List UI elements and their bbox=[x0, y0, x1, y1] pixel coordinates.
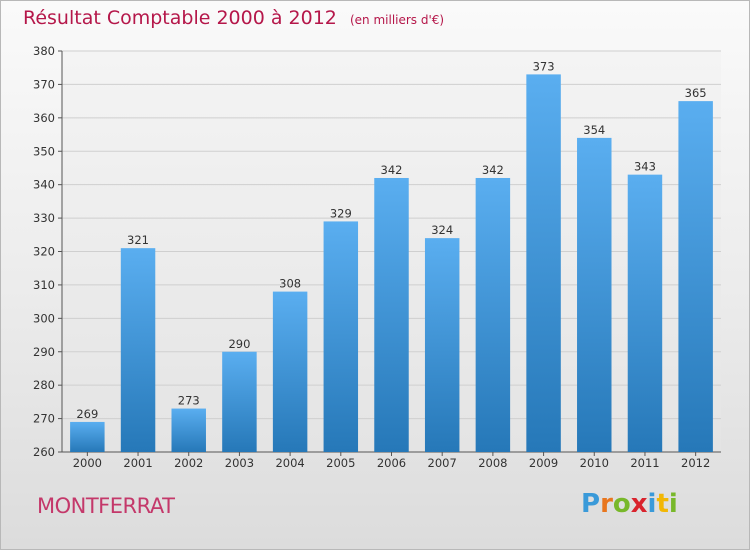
bar bbox=[222, 351, 257, 452]
y-tick-label: 290 bbox=[33, 345, 55, 359]
data-label: 329 bbox=[330, 206, 352, 220]
y-tick-label: 340 bbox=[33, 178, 55, 192]
bar bbox=[272, 291, 308, 452]
data-label: 324 bbox=[431, 223, 453, 237]
chart-title: Résultat Comptable 2000 à 2012 (en milli… bbox=[23, 7, 444, 29]
x-tick-label: 2008 bbox=[478, 456, 507, 470]
bar bbox=[678, 101, 713, 452]
x-tick-label: 2012 bbox=[681, 456, 710, 470]
x-tick-label: 2007 bbox=[428, 456, 457, 470]
proxiti-logo: Proxiti bbox=[581, 489, 678, 519]
x-tick-label: 2006 bbox=[377, 456, 406, 470]
x-tick-label: 2010 bbox=[580, 456, 609, 470]
data-label: 308 bbox=[279, 277, 301, 291]
x-tick-label: 2011 bbox=[630, 456, 659, 470]
bar bbox=[120, 248, 156, 452]
data-label: 321 bbox=[127, 233, 149, 247]
y-tick-label: 300 bbox=[33, 311, 55, 325]
title-text: Résultat Comptable 2000 à 2012 bbox=[23, 7, 337, 29]
data-label: 273 bbox=[178, 394, 200, 408]
y-tick-label: 330 bbox=[33, 211, 55, 225]
x-tick-label: 2005 bbox=[326, 456, 355, 470]
x-tick-label: 2003 bbox=[225, 456, 254, 470]
y-tick-label: 360 bbox=[33, 111, 55, 125]
x-tick-label: 2002 bbox=[174, 456, 203, 470]
y-tick-label: 270 bbox=[33, 412, 55, 426]
logo-letter: x bbox=[630, 489, 648, 519]
bar bbox=[526, 74, 561, 453]
data-label: 342 bbox=[381, 163, 403, 177]
data-label: 290 bbox=[228, 337, 250, 351]
y-tick-label: 320 bbox=[33, 245, 55, 259]
logo-letter: o bbox=[612, 489, 631, 519]
x-tick-label: 2004 bbox=[275, 456, 304, 470]
y-tick-label: 370 bbox=[33, 77, 55, 91]
data-label: 269 bbox=[76, 407, 98, 421]
y-tick-label: 380 bbox=[33, 44, 55, 58]
y-tick-label: 280 bbox=[33, 378, 55, 392]
data-label: 343 bbox=[634, 160, 656, 174]
commune-name: MONTFERRAT bbox=[37, 494, 175, 518]
bar bbox=[323, 221, 359, 452]
x-tick-label: 2009 bbox=[529, 456, 558, 470]
logo-letter: P bbox=[581, 489, 601, 519]
logo-letter: r bbox=[600, 489, 613, 519]
y-tick-label: 350 bbox=[33, 144, 55, 158]
bar bbox=[424, 238, 460, 452]
bar bbox=[70, 421, 105, 452]
data-label: 373 bbox=[533, 59, 555, 73]
bar bbox=[374, 177, 409, 452]
unit-text: (en milliers d'€) bbox=[349, 13, 445, 27]
y-tick-label: 260 bbox=[33, 445, 55, 459]
logo-letter: i bbox=[647, 489, 657, 519]
x-tick-label: 2001 bbox=[123, 456, 152, 470]
y-tick-label: 310 bbox=[33, 278, 55, 292]
bar bbox=[475, 177, 511, 452]
data-label: 342 bbox=[482, 163, 504, 177]
bar bbox=[171, 408, 206, 452]
x-tick-label: 2000 bbox=[73, 456, 102, 470]
bar bbox=[627, 174, 663, 452]
logo-letter: t bbox=[656, 489, 669, 519]
data-label: 365 bbox=[685, 86, 707, 100]
bar bbox=[577, 137, 612, 452]
data-label: 354 bbox=[583, 123, 605, 137]
logo-letter: i bbox=[668, 489, 678, 519]
